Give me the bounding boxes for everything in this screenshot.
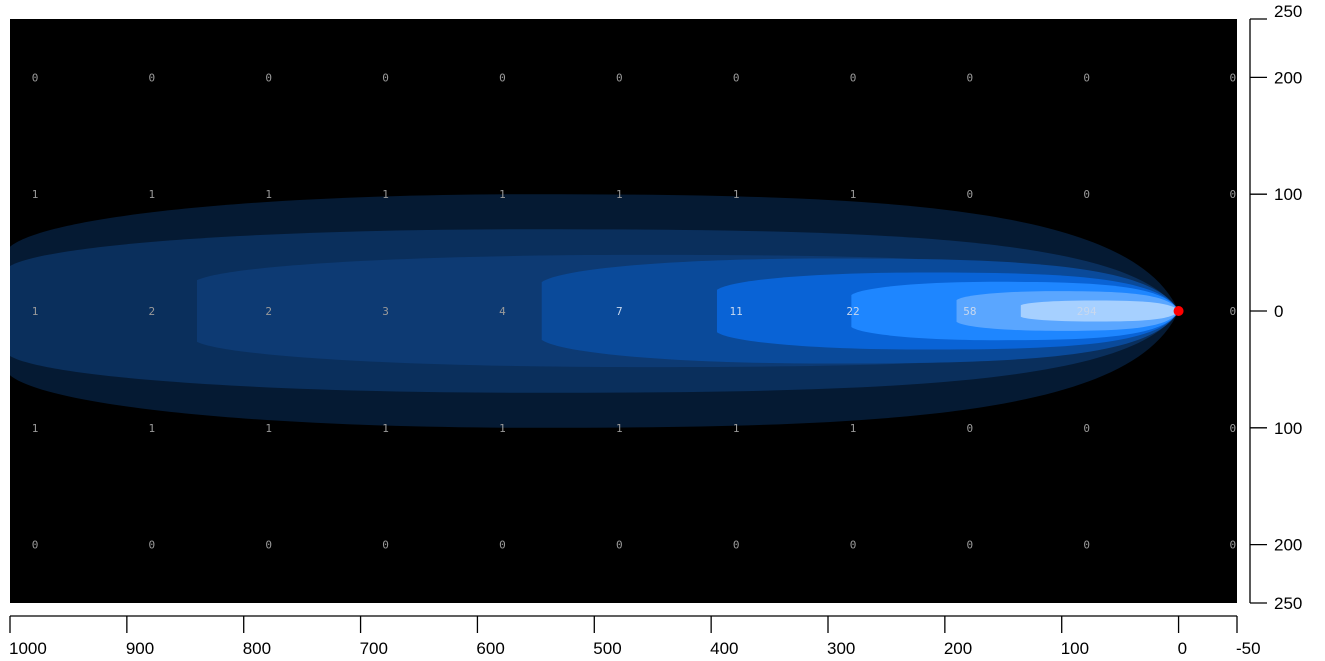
grid-value-label: 0 — [1083, 188, 1090, 201]
x-tick-label: 1000 — [9, 639, 47, 658]
x-tick-label: 0 — [1178, 639, 1187, 658]
grid-value-label: 294 — [1077, 305, 1097, 318]
grid-value-label: 7 — [616, 305, 623, 318]
grid-value-label: 1 — [616, 188, 623, 201]
grid-value-label: 0 — [733, 539, 740, 552]
grid-value-labels: 0 0 0 0 0 0 0 0 0 0 01 1 1 1 1 1 1 1 0 0 01 2 2 3 4 7 11 22 58 294 01 1… — [32, 71, 1236, 551]
grid-value-label: 0 — [1083, 422, 1090, 435]
grid-value-label: 1 — [265, 422, 272, 435]
grid-value-label: 4 — [499, 305, 506, 318]
grid-value-label: 1 — [382, 188, 389, 201]
grid-value-label: 1 — [850, 422, 857, 435]
grid-value-label: 1 — [149, 188, 156, 201]
grid-value-label: 1 — [32, 305, 39, 318]
grid-value-label: 1 — [32, 188, 39, 201]
grid-value-label: 0 — [967, 188, 974, 201]
y-tick-label: 250 — [1274, 2, 1302, 21]
grid-value-label: 0 — [265, 71, 272, 84]
grid-value-label: 1 — [733, 188, 740, 201]
x-tick-label: 900 — [126, 639, 154, 658]
grid-value-label: 0 — [1229, 71, 1236, 84]
grid-value-label: 0 — [1229, 539, 1236, 552]
grid-value-label: 0 — [499, 539, 506, 552]
grid-value-label: 0 — [1229, 422, 1236, 435]
grid-value-label: 0 — [967, 422, 974, 435]
grid-value-label: 1 — [32, 422, 39, 435]
y-tick-label: 200 — [1274, 536, 1302, 555]
x-axis: 1000 900 800 700 600 500 400 300 200 100 0 -50 — [9, 615, 1261, 658]
grid-value-label: 1 — [499, 188, 506, 201]
grid-value-label: 11 — [730, 305, 743, 318]
grid-value-label: 0 — [967, 539, 974, 552]
grid-value-label: 1 — [382, 422, 389, 435]
grid-value-label: 0 — [616, 539, 623, 552]
grid-value-label: 1 — [616, 422, 623, 435]
grid-value-label: 1 — [499, 422, 506, 435]
x-tick-label: 300 — [827, 639, 855, 658]
x-tick-label: -50 — [1236, 639, 1261, 658]
grid-value-label: 0 — [1083, 71, 1090, 84]
x-tick-label: 500 — [593, 639, 621, 658]
grid-value-label: 1 — [733, 422, 740, 435]
grid-value-label: 3 — [382, 305, 389, 318]
grid-value-label: 0 — [850, 539, 857, 552]
grid-value-label: 0 — [382, 71, 389, 84]
grid-value-label: 0 — [733, 71, 740, 84]
grid-value-label: 58 — [963, 305, 976, 318]
grid-value-label: 2 — [149, 305, 156, 318]
grid-value-label: 0 — [32, 71, 39, 84]
x-tick-label: 200 — [944, 639, 972, 658]
grid-value-label: 0 — [265, 539, 272, 552]
grid-value-label: 0 — [382, 539, 389, 552]
y-tick-label: 200 — [1274, 68, 1302, 87]
grid-value-label: 0 — [1229, 305, 1236, 318]
grid-value-label: 0 — [1229, 188, 1236, 201]
grid-value-label: 0 — [616, 71, 623, 84]
grid-value-label: 0 — [967, 71, 974, 84]
grid-value-label: 1 — [850, 188, 857, 201]
x-tick-label: 700 — [360, 639, 388, 658]
contour-bands — [10, 194, 1179, 428]
grid-value-label: 22 — [846, 305, 859, 318]
source-point-marker — [1173, 306, 1184, 316]
contour-band-8 — [1020, 300, 1179, 322]
x-tick-label: 100 — [1061, 639, 1089, 658]
grid-value-label: 0 — [499, 71, 506, 84]
grid-value-label: 1 — [149, 422, 156, 435]
y-tick-label: 250 — [1274, 594, 1302, 613]
grid-value-label: 1 — [265, 188, 272, 201]
y-axis: 250 200 100 0 100 200 250 — [1249, 2, 1302, 613]
grid-value-label: 2 — [265, 305, 272, 318]
y-tick-label: 100 — [1274, 185, 1302, 204]
grid-value-label: 0 — [850, 71, 857, 84]
x-tick-label: 800 — [243, 639, 271, 658]
x-tick-label: 600 — [476, 639, 504, 658]
grid-value-label: 0 — [149, 71, 156, 84]
grid-value-label: 0 — [32, 539, 39, 552]
grid-value-label: 0 — [1083, 539, 1090, 552]
y-tick-label: 0 — [1274, 302, 1283, 321]
grid-value-label: 0 — [149, 539, 156, 552]
x-tick-label: 400 — [710, 639, 738, 658]
y-tick-label: 100 — [1274, 419, 1302, 438]
